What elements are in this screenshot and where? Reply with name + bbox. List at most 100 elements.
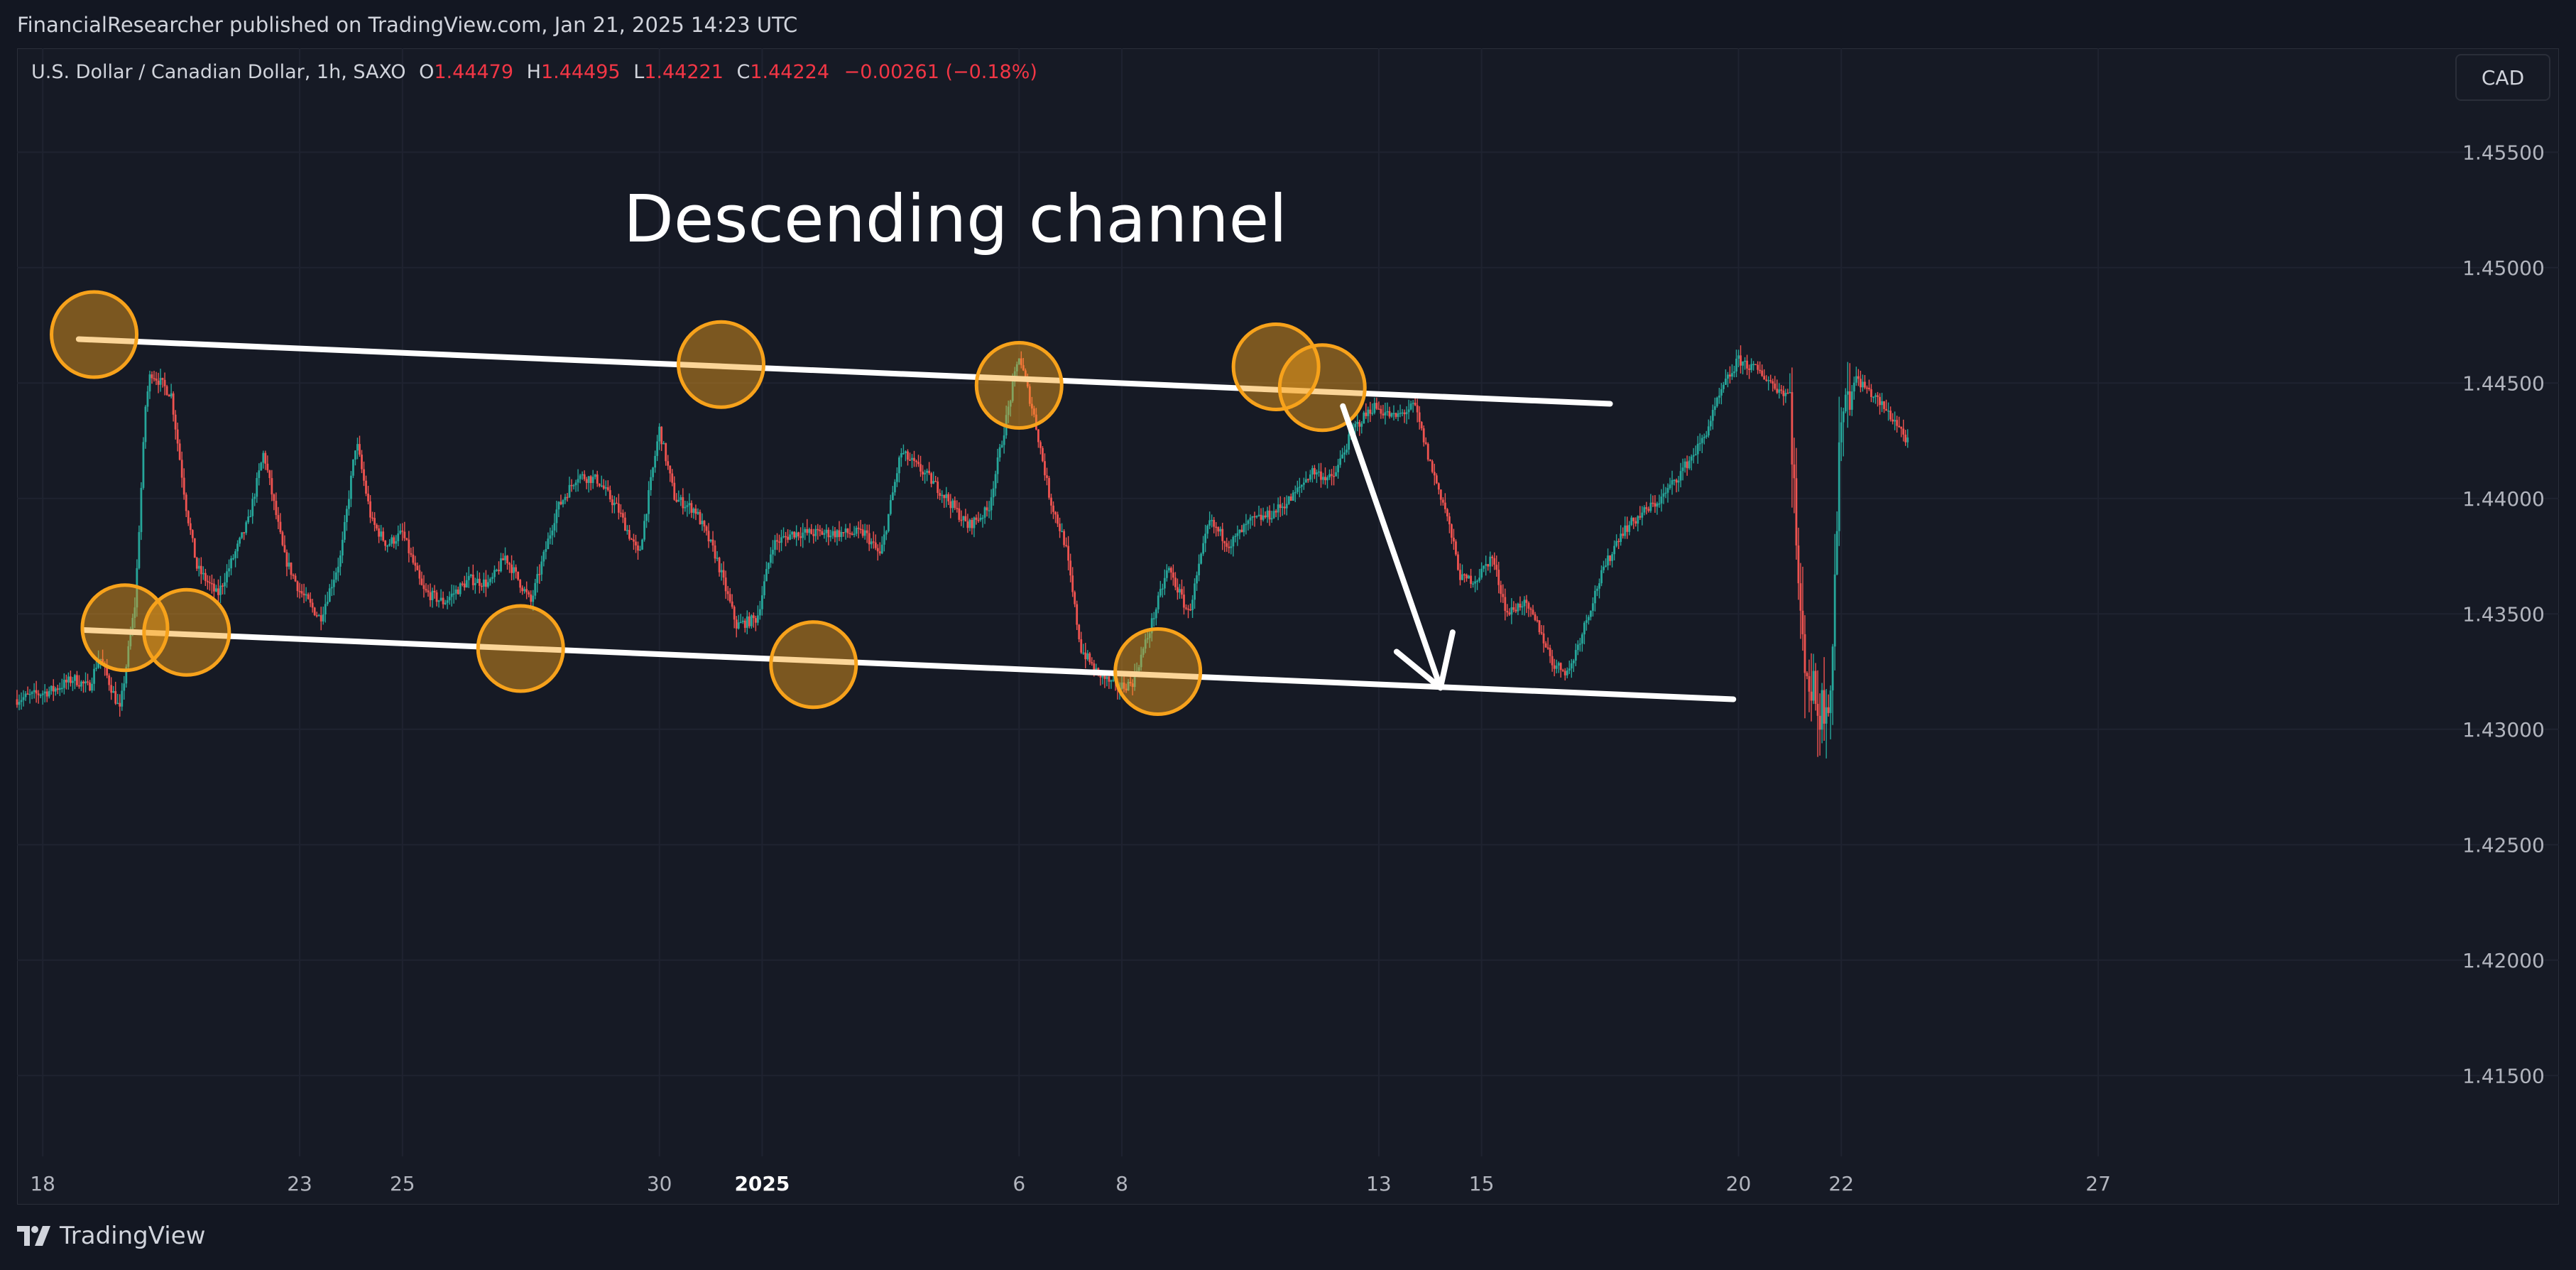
candle-body [504, 555, 506, 560]
candle-body [414, 563, 417, 566]
arrow-head-stroke [1437, 629, 1456, 691]
chart-panel[interactable] [17, 48, 2559, 1205]
candle-body [273, 494, 275, 501]
candle-body [1137, 667, 1140, 671]
candle-body [1146, 638, 1149, 640]
candle-body [125, 666, 128, 684]
candle-body [639, 549, 641, 551]
candle-body [506, 555, 508, 563]
candle-body [65, 680, 67, 683]
candle-body [1123, 682, 1125, 689]
candle-body [1300, 484, 1303, 487]
candle-body [1576, 644, 1579, 651]
candle-body [555, 509, 558, 523]
candle-body [1238, 529, 1241, 533]
candle-body [247, 516, 250, 523]
candle-body [309, 599, 312, 603]
candle-body [1226, 543, 1228, 547]
candle-body [1403, 412, 1406, 415]
candle-body [861, 529, 864, 536]
candle-body [56, 688, 59, 690]
candle-body [1724, 379, 1727, 385]
candle-body [1485, 564, 1488, 566]
candle-body [934, 481, 937, 482]
candle-body [1337, 465, 1339, 472]
candle-body [446, 600, 449, 603]
candle-body [33, 690, 36, 693]
price-axis[interactable]: 1.45500 1.45000 1.44500 1.44000 1.43500 1.430… [2462, 141, 2545, 1087]
candle-body [18, 702, 21, 705]
candle-body [1669, 484, 1671, 489]
candle-body [823, 533, 826, 535]
candle-body [444, 602, 447, 604]
candle-body [328, 588, 331, 602]
candle-body [1061, 531, 1063, 533]
tradingview-logo[interactable]: TradingView [17, 1222, 205, 1250]
candle-body [294, 575, 297, 582]
candle-body [1574, 650, 1577, 661]
candle-body [611, 499, 613, 506]
candle-body [756, 615, 759, 623]
candle-body [981, 517, 984, 519]
candle-body [728, 594, 731, 602]
candle-body [947, 494, 950, 501]
candle-body [840, 532, 843, 538]
candle-body [1740, 355, 1742, 366]
candle-body [1339, 458, 1342, 465]
time-tick-label: 30 [647, 1172, 672, 1195]
candle-body [810, 528, 813, 534]
candle-body [371, 517, 373, 519]
candle-body [1142, 648, 1145, 655]
candle-body [787, 536, 789, 540]
candle-body [1759, 369, 1762, 371]
candle-body [202, 572, 204, 575]
candle-body [988, 510, 990, 511]
candle-body [82, 681, 84, 684]
time-axis[interactable]: 18 23 25 30 2025 6 8 13 15 20 22 27 [30, 1172, 2111, 1195]
candle-body [1654, 503, 1657, 507]
candle-body [831, 531, 834, 536]
candle-body [1067, 546, 1070, 561]
candle-body [1088, 653, 1091, 663]
price-tick-label: 1.45000 [2462, 256, 2545, 280]
candle-body [583, 474, 586, 479]
candle-body [1495, 565, 1498, 570]
candle-body [819, 529, 822, 531]
currency-badge[interactable]: CAD [2455, 54, 2550, 101]
candle-body [665, 443, 667, 462]
candle-body [1480, 568, 1483, 578]
candle-body [1641, 512, 1644, 518]
candle-body [1183, 595, 1185, 608]
close-label: C [736, 61, 751, 83]
candle-body [399, 531, 402, 534]
candle-body [408, 539, 410, 553]
candle-body [859, 528, 862, 531]
candle-body [1902, 428, 1905, 435]
candle-body [731, 601, 733, 607]
candle-body [905, 451, 907, 453]
candle-body [1696, 443, 1699, 455]
candle-body [1433, 472, 1436, 476]
candle-body [1245, 523, 1248, 526]
candle-body [675, 499, 678, 502]
candle-body [1720, 389, 1723, 396]
candle-body [785, 536, 787, 538]
candle-body [1731, 373, 1733, 377]
candle-body [911, 457, 913, 460]
candle-body [1084, 652, 1087, 660]
candle-body [1855, 376, 1857, 383]
candle-body [718, 558, 721, 572]
candle-body [142, 442, 145, 488]
touch-marker-circle [769, 620, 858, 710]
candle-body [119, 702, 121, 707]
candle-body [598, 483, 601, 486]
candle-body [1483, 565, 1485, 569]
candle-body [405, 538, 408, 540]
candle-body [459, 583, 462, 595]
candle-body [1326, 477, 1328, 481]
price-tick-label: 1.43000 [2462, 718, 2545, 742]
candle-body [722, 570, 725, 578]
candle-body [296, 581, 299, 592]
candle-body [1272, 511, 1275, 519]
